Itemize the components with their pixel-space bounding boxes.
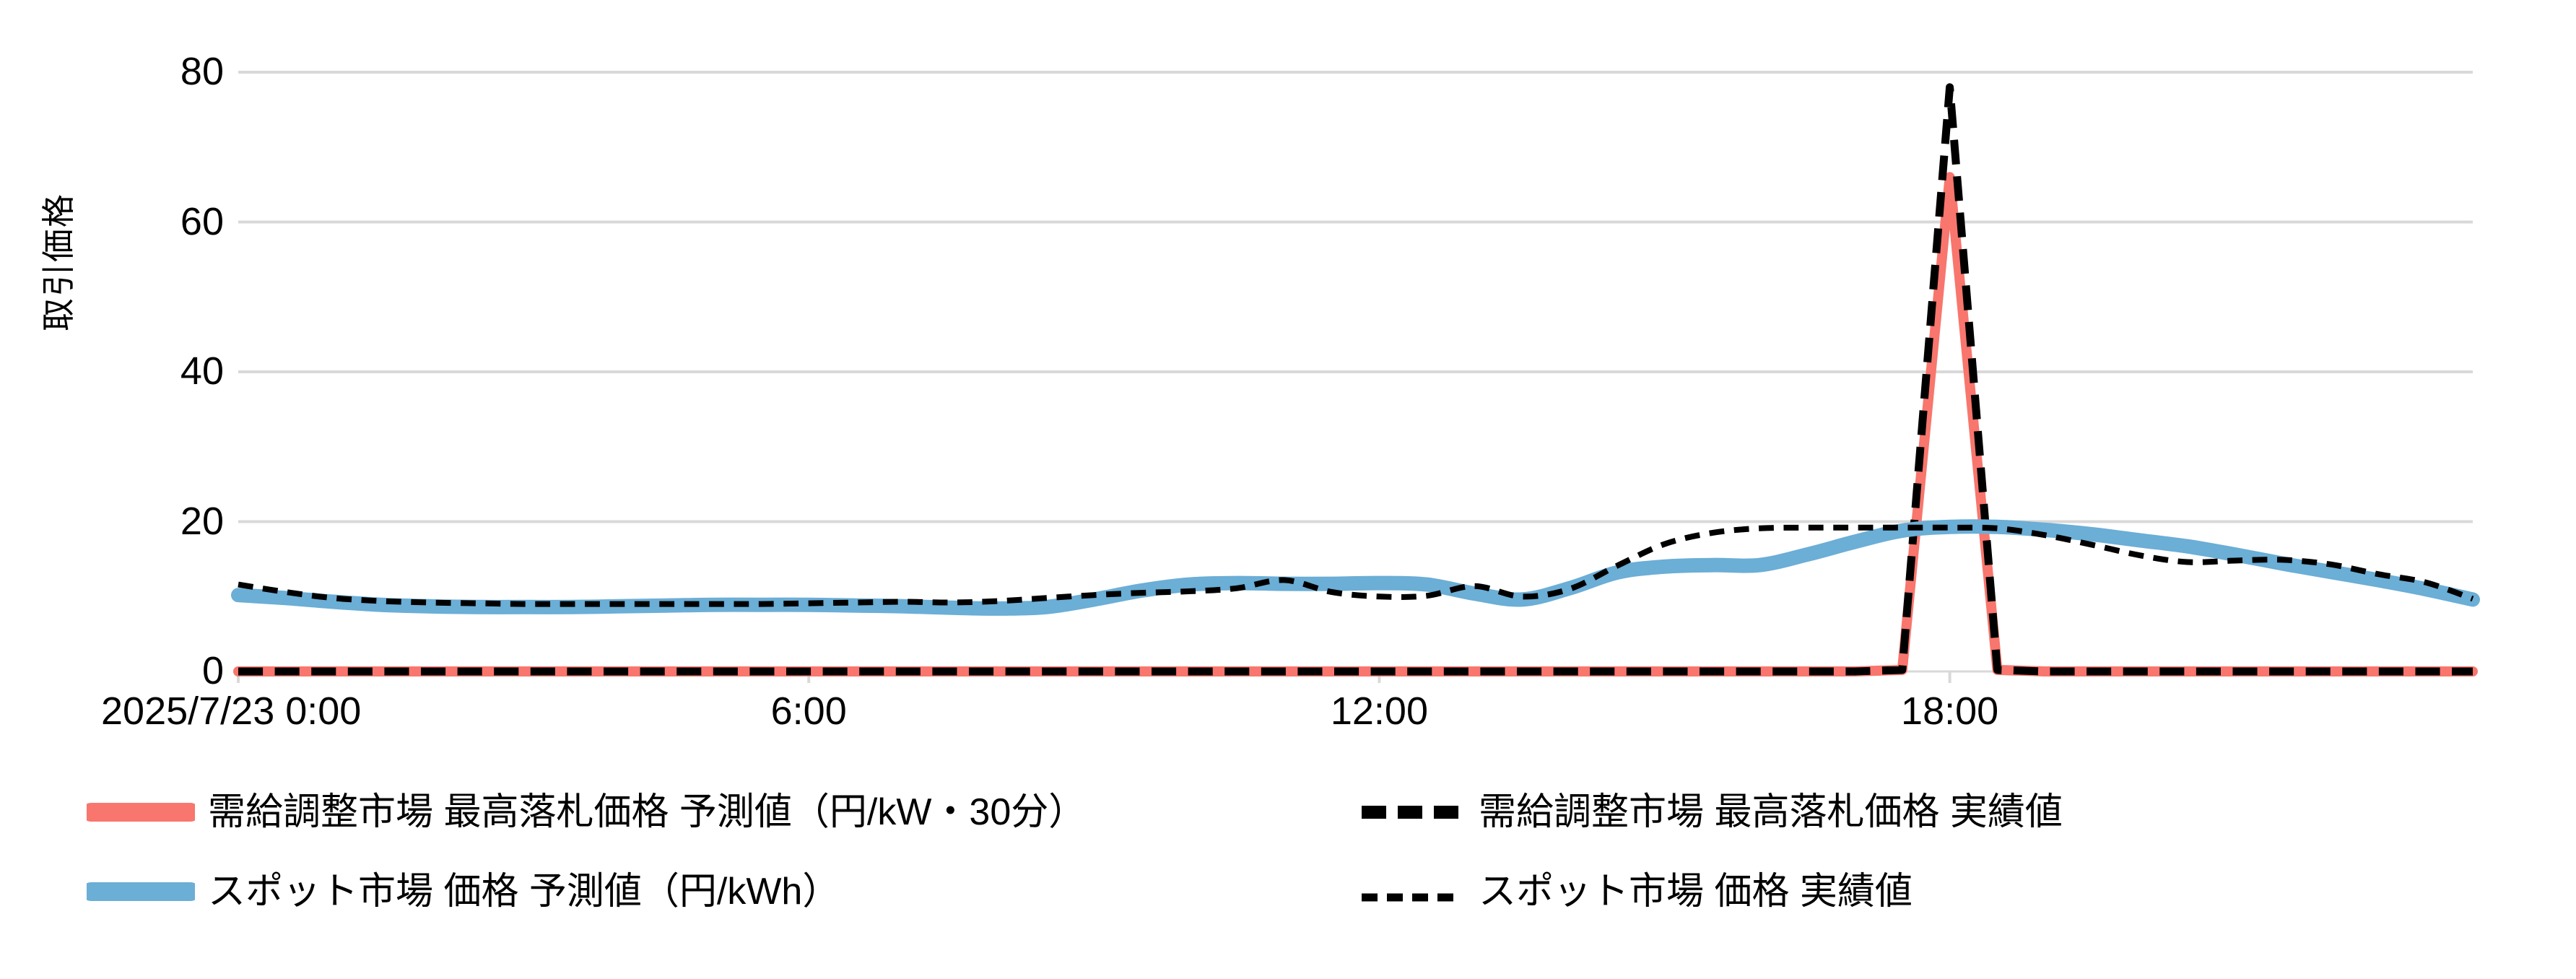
legend-label-balancing-actual: 需給調整市場 最高落札価格 実績値 [1479, 791, 2063, 833]
thick-dashed-black-line-swatch [1357, 796, 1466, 828]
x-tick-label-start: 2025/7/23 0:00 [101, 689, 362, 733]
legend-item-spot-actual[interactable]: スポット市場 価格 実績値 [1357, 873, 2440, 910]
legend-item-spot-forecast[interactable]: スポット市場 価格 予測値（円/kWh） [87, 873, 1357, 910]
y-tick-label-80: 80 [180, 50, 224, 93]
y-tick-label-0: 0 [201, 649, 224, 692]
y-tick-label-60: 60 [180, 199, 224, 243]
legend-label-spot-forecast: スポット市場 価格 予測値（円/kWh） [208, 871, 840, 913]
y-tick-label-40: 40 [180, 349, 224, 393]
solid-red-line-swatch [87, 796, 195, 828]
y-axis-title: 取引価格 [40, 193, 77, 331]
legend-item-balancing-forecast[interactable]: 需給調整市場 最高落札価格 予測値（円/kW・30分） [87, 793, 1357, 831]
y-tick-label-20: 20 [180, 499, 224, 543]
chart-legend: 需給調整市場 最高落札価格 予測値（円/kW・30分） 需給調整市場 最高落札価… [87, 773, 2469, 931]
series-line-1 [238, 83, 2473, 676]
x-tick-label-1800: 18:00 [1901, 689, 1999, 733]
legend-item-balancing-actual[interactable]: 需給調整市場 最高落札価格 実績値 [1357, 793, 2440, 831]
x-tick-label-1200: 12:00 [1330, 689, 1428, 733]
thin-dashed-black-line-swatch [1357, 876, 1466, 908]
legend-row-2: スポット市場 価格 予測値（円/kWh） スポット市場 価格 実績値 [87, 852, 2469, 931]
series-line-3 [238, 524, 2474, 607]
solid-blue-line-swatch [87, 876, 195, 908]
legend-label-balancing-forecast: 需給調整市場 最高落札価格 予測値（円/kW・30分） [208, 791, 1087, 833]
legend-row-1: 需給調整市場 最高落札価格 予測値（円/kW・30分） 需給調整市場 最高落札価… [87, 773, 2469, 852]
x-tick-label-0600: 6:00 [770, 689, 847, 733]
legend-label-spot-actual: スポット市場 価格 実績値 [1479, 871, 1913, 913]
